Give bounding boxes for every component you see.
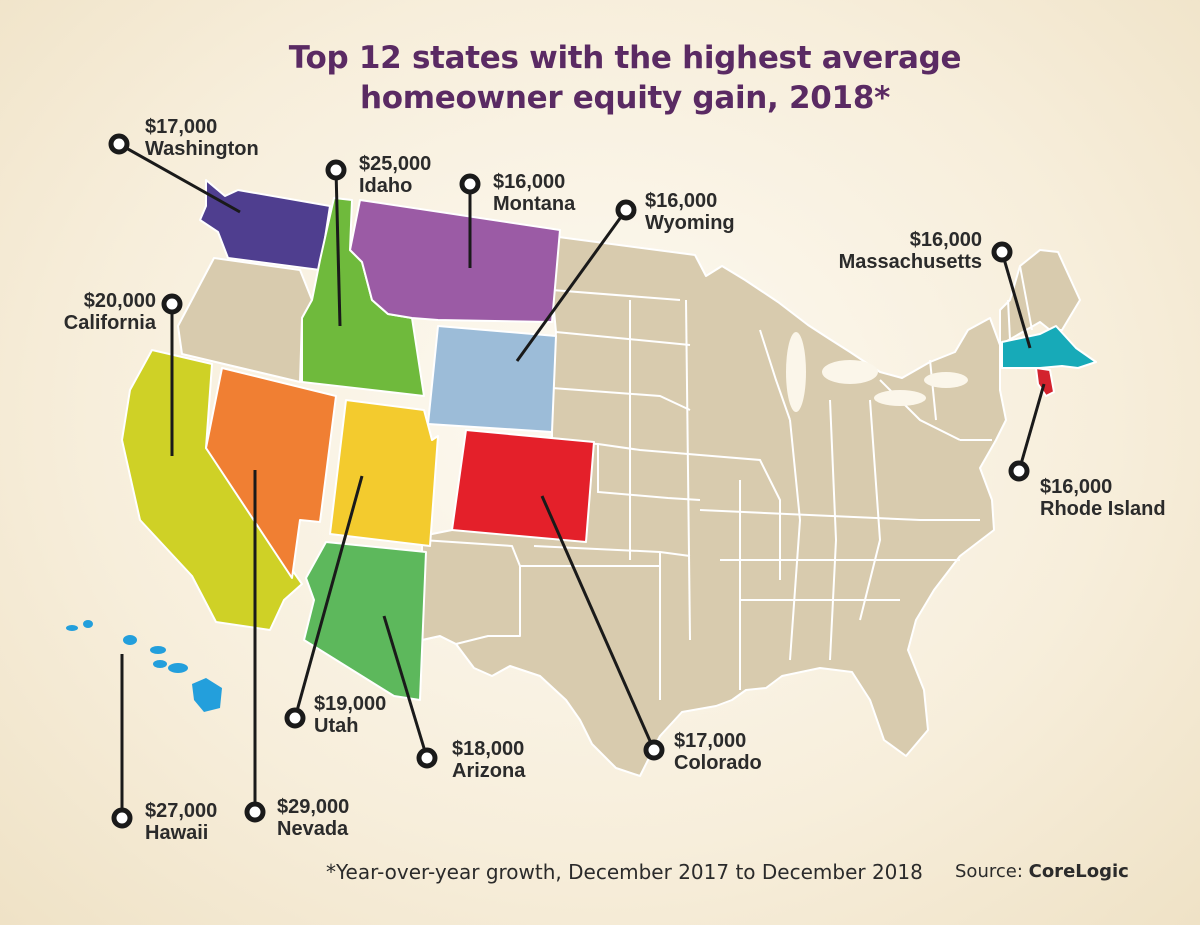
name-california: California (63, 312, 156, 334)
marker-utah (284, 707, 306, 729)
value-arizona: $18,000 (452, 738, 525, 760)
base-state-borders (520, 265, 1033, 700)
marker-montana (459, 173, 481, 195)
state-colorado (451, 429, 595, 543)
name-rhode-island: Rhode Island (1040, 498, 1166, 520)
state-arizona (303, 541, 427, 701)
name-utah: Utah (314, 715, 359, 737)
leader-line-massachusetts (1000, 251, 1032, 349)
name-arizona: Arizona (452, 760, 526, 782)
value-wyoming: $16,000 (645, 190, 718, 212)
label-nevada: $29,000 Nevada (277, 796, 349, 840)
highlighted-states (121, 179, 1097, 701)
source-credit: Source: CoreLogic (955, 861, 1129, 882)
name-montana: Montana (493, 193, 576, 215)
leader-line-wyoming (515, 209, 628, 362)
marker-colorado (643, 739, 665, 761)
state-new-mexico-texas (421, 539, 521, 645)
label-utah: $19,000 Utah (314, 693, 386, 737)
label-wyoming: $16,000 Wyoming (645, 190, 735, 234)
marker-massachusetts (991, 241, 1013, 263)
label-montana: $16,000 Montana (493, 171, 575, 215)
marker-wyoming (615, 199, 637, 221)
label-washington: $17,000 Washington (145, 116, 259, 160)
value-idaho: $25,000 (359, 153, 432, 175)
value-colorado: $17,000 (674, 730, 747, 752)
state-new-england (999, 249, 1081, 346)
great-lakes (786, 332, 968, 412)
value-nevada: $29,000 (277, 796, 350, 818)
name-massachusetts: Massachusetts (838, 251, 982, 273)
label-arizona: $18,000 Arizona (452, 738, 525, 782)
marker-nevada (244, 801, 266, 823)
map-title: Top 12 states with the highest average h… (0, 38, 1200, 118)
value-washington: $17,000 (145, 116, 218, 138)
leader-lines (108, 133, 1046, 829)
source-prefix: Source: (955, 861, 1029, 882)
marker-arizona (416, 747, 438, 769)
marker-rhode-island (1008, 460, 1030, 482)
leader-line-idaho (334, 169, 342, 327)
marker-hawaii (111, 807, 133, 829)
label-california: $20,000 California (56, 290, 156, 334)
state-montana (349, 199, 561, 323)
name-colorado: Colorado (674, 752, 762, 774)
marker-california (161, 293, 183, 315)
source-name: CoreLogic (1028, 861, 1129, 882)
leader-line-rhode-island (1017, 383, 1046, 472)
value-utah: $19,000 (314, 693, 387, 715)
state-rhode-island (1035, 367, 1055, 397)
leader-line-colorado (540, 495, 656, 751)
state-nevada (205, 367, 337, 579)
title-line-2: homeowner equity gain, 2018* (360, 80, 890, 116)
marker-idaho (325, 159, 347, 181)
label-idaho: $25,000 Idaho (359, 153, 431, 197)
value-massachusetts: $16,000 (909, 229, 982, 251)
leader-line-washington (118, 142, 241, 214)
state-utah (329, 399, 439, 547)
name-idaho: Idaho (359, 175, 413, 197)
state-wyoming (427, 325, 557, 433)
state-hawaii (66, 620, 222, 712)
value-california: $20,000 (83, 290, 156, 312)
label-colorado: $17,000 Colorado (674, 730, 762, 774)
marker-washington (108, 133, 130, 155)
name-hawaii: Hawaii (145, 822, 209, 844)
label-hawaii: $27,000 Hawaii (145, 800, 217, 844)
leader-line-arizona (382, 615, 429, 759)
value-rhode-island: $16,000 (1040, 476, 1113, 498)
name-wyoming: Wyoming (645, 212, 735, 234)
footnote: *Year-over-year growth, December 2017 to… (326, 860, 923, 884)
state-washington (199, 179, 331, 271)
value-hawaii: $27,000 (145, 800, 218, 822)
state-massachusetts (1001, 325, 1097, 369)
name-nevada: Nevada (277, 818, 349, 840)
label-rhode-island: $16,000 Rhode Island (1040, 476, 1166, 520)
value-montana: $16,000 (493, 171, 566, 193)
name-washington: Washington (145, 138, 259, 160)
leader-line-utah (293, 475, 364, 719)
title-line-1: Top 12 states with the highest average (288, 40, 962, 76)
state-california (121, 349, 303, 631)
label-massachusetts: $16,000 Massachusetts (830, 229, 982, 273)
